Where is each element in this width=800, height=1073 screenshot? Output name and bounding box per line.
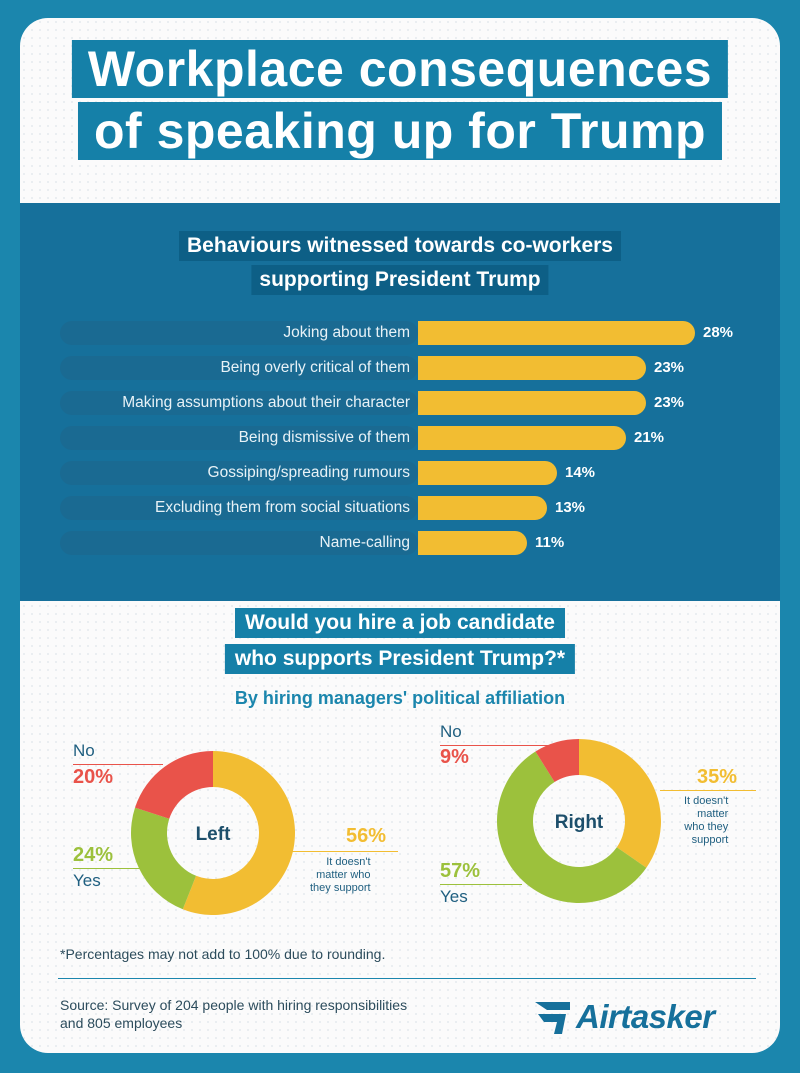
right-yes-pct: 57% [440,860,481,882]
left-no-label: No [73,741,95,760]
bar-label-track [60,356,418,380]
behaviours-title-line-1: Behaviours witnessed towards co-workers [179,231,621,261]
bar-value-label: 21% [634,429,665,446]
bar-fill [418,531,527,555]
hiring-question-line-1: Would you hire a job candidate [235,608,565,638]
airtasker-logo-icon [535,1002,570,1034]
right-donut-center-label: Right [555,812,604,833]
bar-fill [418,461,557,485]
right-donut-chart: Right [496,739,661,903]
bar-fill [418,321,695,345]
bar-label-track [60,531,418,555]
bar-value-label: 28% [703,324,734,341]
right-dm-note: It doesn't matter who they support [684,795,729,846]
bar-row: Excluding them from social situations 13% [60,496,720,520]
bar-label: Making assumptions about their character [122,394,410,411]
left-donut-chart: Left [131,751,295,915]
donut-slice-no [535,739,579,783]
donut-slice-doesnt-matter [182,751,295,915]
hiring-question-line-2: who supports President Trump?* [224,644,576,674]
bar-row: Gossiping/spreading rumours 14% [60,461,720,485]
left-yes-leader-line [73,868,153,869]
bar-value-label: 23% [654,359,685,376]
bar-fill [418,426,626,450]
infographic-card: Workplace consequences of speaking up fo… [20,18,780,1053]
right-no-leader-line [440,745,570,746]
right-no-label: No [440,722,462,741]
footer-divider [58,978,756,979]
donut-slice-no [135,751,213,819]
bar-row: Being dismissive of them 21% [60,426,720,450]
bar-value-label: 14% [565,464,596,481]
bar-label-track [60,321,418,345]
source-note: Source: Survey of 204 people with hiring… [60,997,408,1031]
left-donut-center-label: Left [196,824,232,845]
bar-fill [418,496,547,520]
right-yes-leader-line [440,884,522,885]
affiliation-subtitle: By hiring managers' political affiliatio… [234,688,566,708]
bar-label-track [60,496,418,520]
left-dm-note: It doesn't matter who they support [310,856,371,894]
airtasker-logo-text: Airtasker [576,998,715,1035]
donut-slice-doesnt-matter [579,739,661,868]
bar-value-label: 23% [654,394,685,411]
bar-label: Name-calling [319,534,410,551]
bar-label-track [60,461,418,485]
left-dm-leader-line [288,851,398,852]
bar-label: Joking about them [283,324,410,341]
right-dm-leader-line [660,790,756,791]
rounding-footnote: *Percentages may not add to 100% due to … [60,946,386,962]
left-yes-pct: 24% [73,844,114,866]
airtasker-logo: Airtasker [532,996,757,1038]
bar-label: Gossiping/spreading rumours [207,464,410,481]
bar-row: Being overly critical of them 23% [60,356,720,380]
bar-row: Name-calling 11% [60,531,720,555]
left-yes-label: Yes [73,871,101,890]
title-line-2: of speaking up for Trump [77,102,723,160]
behaviours-section: Behaviours witnessed towards co-workers … [20,203,780,601]
bar-label: Excluding them from social situations [154,499,410,516]
donut-slice-yes [496,751,647,903]
behaviours-title-line-2: supporting President Trump [251,265,549,295]
left-dm-pct: 56% [346,825,387,847]
left-no-leader-line [73,764,163,765]
left-no-pct: 20% [73,766,114,788]
bar-label: Being overly critical of them [220,359,410,376]
bar-row: Joking about them 28% [60,321,733,345]
bar-fill [418,391,646,415]
right-dm-pct: 35% [697,766,738,788]
title-line-1: Workplace consequences [71,40,729,98]
donut-slice-yes [131,807,197,910]
bar-row: Making assumptions about their character… [60,391,720,415]
right-yes-label: Yes [440,887,468,906]
bar-fill [418,356,646,380]
bar-value-label: 11% [535,534,565,551]
bar-label-track [60,426,418,450]
bar-value-label: 13% [555,499,586,516]
right-no-pct: 9% [440,746,469,768]
bar-label: Being dismissive of them [238,429,410,446]
bar-label-track [60,391,418,415]
